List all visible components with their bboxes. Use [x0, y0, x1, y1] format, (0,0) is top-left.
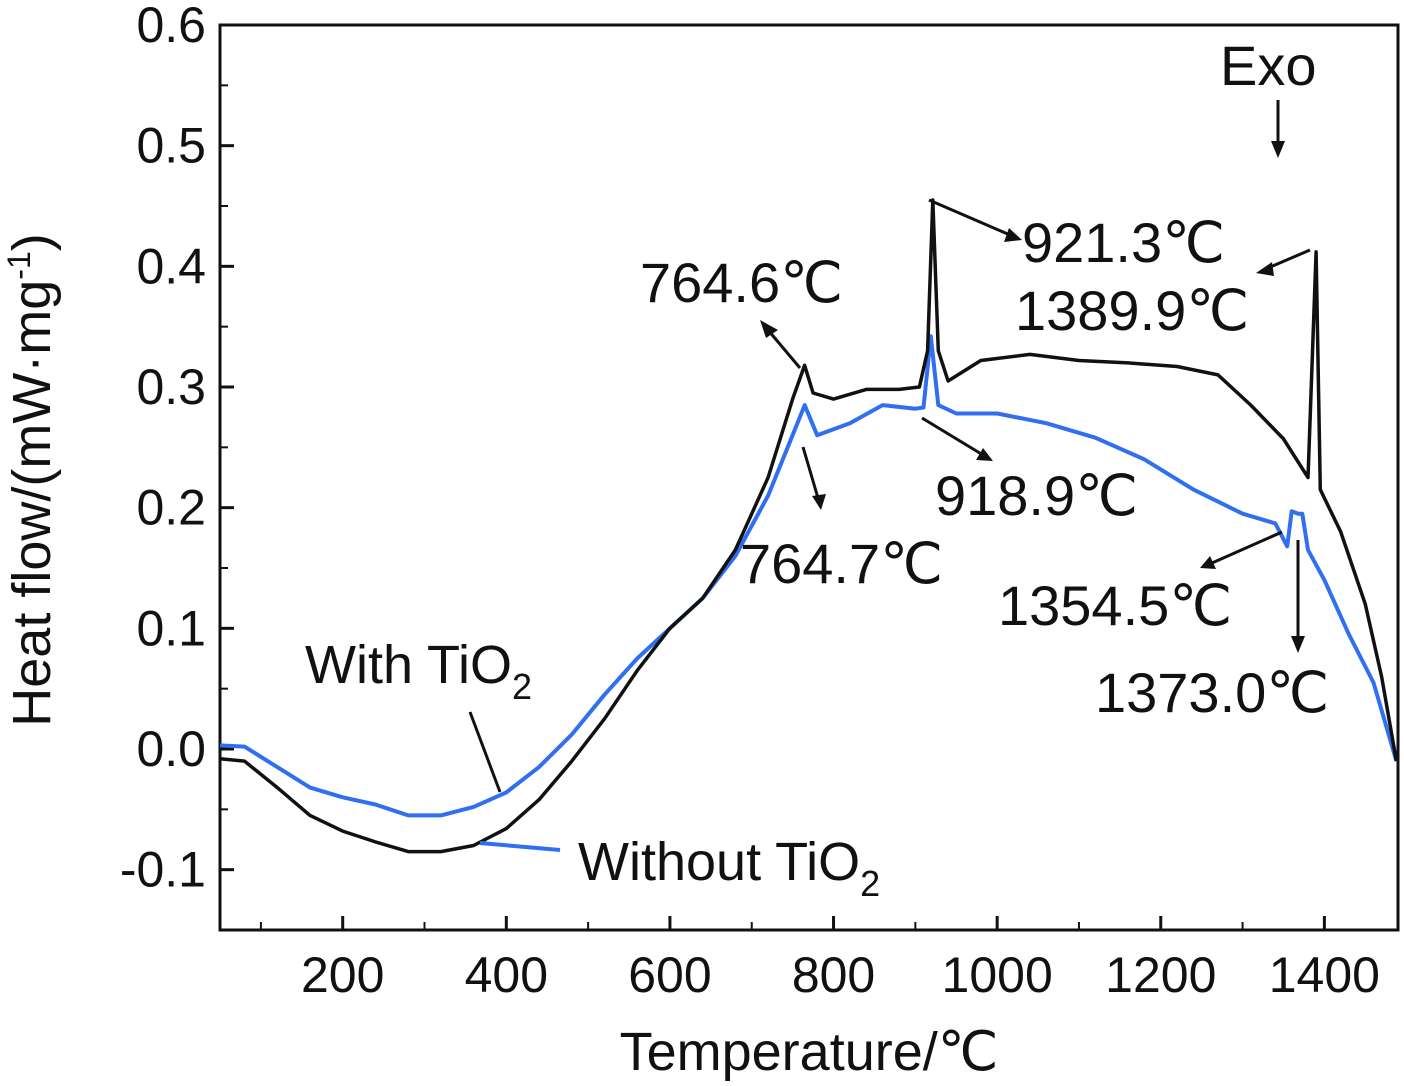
x-tick-label: 1400 — [1269, 947, 1380, 1003]
series-line-with-tio2 — [219, 198, 1399, 854]
svg-text:Exo: Exo — [1220, 34, 1317, 97]
y-axis-title-main: Heat flow/(mW·mg — [2, 280, 62, 727]
x-tick-label: 200 — [301, 947, 384, 1003]
svg-text:921.3℃: 921.3℃ — [1022, 211, 1225, 274]
y-tick-label: -0.1 — [120, 842, 206, 898]
y-axis-title-sup: -1 — [1, 251, 37, 279]
series-label-with-sub: 2 — [512, 666, 532, 707]
x-tick-label: 400 — [465, 947, 548, 1003]
y-tick-label: 0.5 — [136, 118, 206, 174]
series-label-without: Without TiO2 — [578, 832, 880, 904]
annotation-1354-5: 1354.5℃ — [998, 530, 1283, 637]
x-axis-title: Temperature/℃ — [620, 1022, 999, 1082]
svg-text:918.9℃: 918.9℃ — [935, 464, 1138, 527]
annotation-918-9: 918.9℃ — [921, 416, 1138, 527]
exo-indicator: Exo — [1220, 34, 1317, 158]
y-axis-ticks: -0.1 0.0 0.1 0.2 0.3 0.4 0.5 0.6 — [120, 0, 234, 931]
series-label-without-leader — [479, 841, 561, 852]
x-tick-label: 1200 — [1105, 947, 1216, 1003]
y-tick-label: 0.3 — [136, 359, 206, 415]
x-tick-label: 800 — [792, 947, 875, 1003]
annotation-1389-9: 1389.9℃ — [1015, 248, 1311, 342]
series-label-with-leader — [468, 711, 502, 793]
series-label-without-sub: 2 — [860, 863, 880, 904]
svg-text:764.6℃: 764.6℃ — [640, 251, 843, 314]
y-tick-label: 0.4 — [136, 238, 206, 294]
annotation-1373-0: 1373.0℃ — [1095, 540, 1329, 724]
y-tick-label: 0.2 — [136, 480, 206, 536]
y-axis-title: Heat flow/(mW·mg-1) — [1, 233, 62, 726]
annotation-921-3: 921.3℃ — [928, 198, 1225, 274]
svg-text:1373.0℃: 1373.0℃ — [1095, 661, 1329, 724]
series-label-with: With TiO2 — [305, 635, 532, 707]
series-label-without-main: Without TiO — [578, 832, 860, 892]
y-axis-title-end: ) — [2, 233, 62, 251]
x-axis-ticks: 200 400 600 800 1000 1200 1400 — [259, 916, 1380, 1003]
x-tick-label: 600 — [628, 947, 711, 1003]
plot-frame — [218, 23, 1400, 932]
y-tick-label: 0.0 — [136, 721, 206, 777]
annotation-764-7: 764.7℃ — [740, 446, 943, 595]
series-label-with-main: With TiO — [305, 635, 512, 695]
y-tick-label: 0.6 — [136, 0, 206, 53]
annotation-764-6: 764.6℃ — [640, 251, 843, 369]
svg-text:764.7℃: 764.7℃ — [740, 532, 943, 595]
svg-text:1389.9℃: 1389.9℃ — [1015, 279, 1249, 342]
svg-text:1354.5℃: 1354.5℃ — [998, 574, 1232, 637]
x-tick-label: 1000 — [942, 947, 1053, 1003]
y-tick-label: 0.1 — [136, 600, 206, 656]
series-line-without-tio2 — [219, 334, 1399, 818]
